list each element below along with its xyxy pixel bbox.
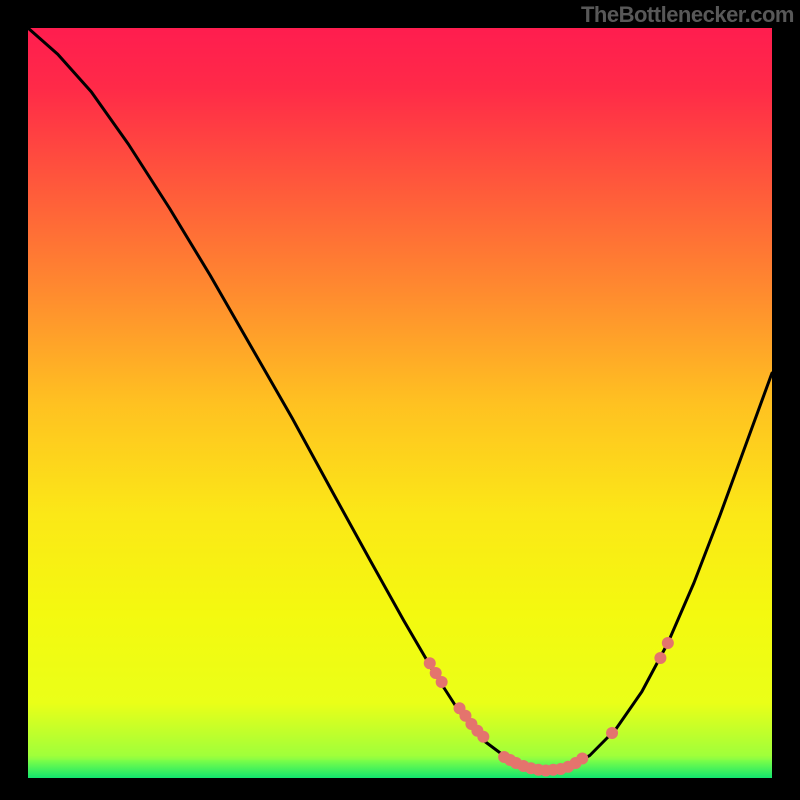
chart-container: TheBottlenecker.com xyxy=(0,0,800,800)
curve-chart xyxy=(0,0,800,800)
data-marker xyxy=(436,676,448,688)
data-marker xyxy=(662,637,674,649)
plot-background xyxy=(28,28,772,778)
data-marker xyxy=(576,753,588,765)
data-marker xyxy=(606,727,618,739)
data-marker xyxy=(654,652,666,664)
data-marker xyxy=(477,731,489,743)
bottom-green-band xyxy=(28,760,772,778)
